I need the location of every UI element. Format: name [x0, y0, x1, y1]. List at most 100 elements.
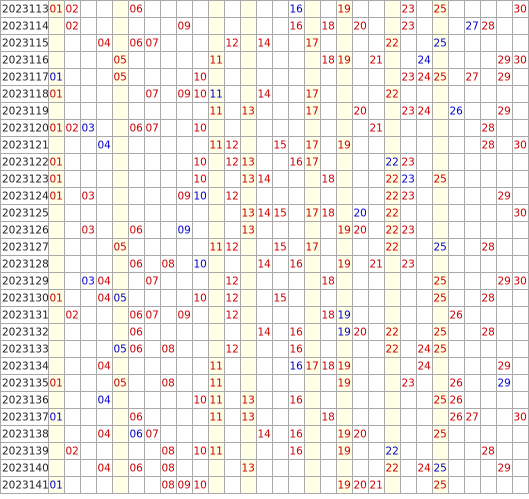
- red-number: 05: [114, 378, 127, 390]
- highlight-column-13: [240, 0, 256, 493]
- period-label: 2023135: [2, 378, 49, 390]
- red-number: 25: [434, 480, 447, 492]
- period-label: 2023114: [2, 21, 49, 33]
- red-number: 12: [226, 157, 239, 169]
- red-number: 13: [242, 174, 255, 186]
- highlight-column-25: [432, 0, 448, 493]
- red-number: 18: [322, 208, 335, 220]
- red-number: 13: [242, 157, 255, 169]
- red-number: 09: [178, 89, 191, 101]
- red-number: 07: [146, 123, 159, 135]
- highlight-column-11: [208, 0, 224, 493]
- blue-number: 25: [434, 463, 447, 475]
- red-number: 07: [146, 38, 159, 50]
- red-number: 13: [242, 225, 255, 237]
- period-label: 2023131: [2, 310, 49, 322]
- period-label: 2023130: [2, 293, 49, 305]
- period-label: 2023120: [2, 123, 49, 135]
- period-label: 2023133: [2, 344, 49, 356]
- blue-number: 25: [434, 242, 447, 254]
- red-number: 10: [194, 89, 207, 101]
- red-number: 20: [354, 480, 367, 492]
- red-number: 15: [274, 208, 287, 220]
- red-number: 02: [66, 4, 79, 16]
- red-number: 23: [402, 259, 415, 271]
- red-number: 14: [258, 38, 272, 50]
- red-number: 12: [226, 191, 239, 203]
- red-number: 22: [386, 174, 399, 186]
- blue-number: 01: [50, 480, 63, 492]
- red-number: 30: [514, 276, 527, 288]
- period-label: 2023126: [2, 225, 49, 237]
- red-number: 06: [130, 38, 144, 50]
- red-number: 22: [386, 191, 399, 203]
- red-number: 30: [514, 4, 527, 16]
- blue-number: 06: [130, 429, 144, 441]
- red-number: 14: [258, 208, 272, 220]
- red-number: 16: [290, 327, 304, 339]
- red-number: 23: [402, 106, 415, 118]
- red-number: 21: [370, 123, 383, 135]
- red-number: 08: [162, 480, 175, 492]
- red-number: 23: [402, 72, 415, 84]
- red-number: 25: [434, 276, 447, 288]
- red-number: 24: [418, 361, 432, 373]
- red-number: 10: [194, 293, 207, 305]
- blue-number: 25: [434, 38, 447, 50]
- red-number: 14: [258, 174, 272, 186]
- red-number: 21: [370, 480, 383, 492]
- red-number: 19: [338, 4, 351, 16]
- red-number: 03: [82, 191, 95, 203]
- red-number: 24: [418, 463, 432, 475]
- red-number: 19: [338, 429, 351, 441]
- red-number: 06: [130, 123, 144, 135]
- period-label: 2023119: [2, 106, 49, 118]
- red-number: 05: [114, 242, 127, 254]
- red-number: 30: [514, 412, 527, 424]
- red-number: 08: [162, 463, 175, 475]
- red-number: 19: [338, 446, 351, 458]
- period-label: 2023122: [2, 157, 49, 169]
- blue-number: 24: [418, 55, 432, 67]
- red-number: 06: [130, 225, 144, 237]
- red-number: 03: [82, 225, 95, 237]
- red-number: 26: [450, 378, 464, 390]
- blue-number: 10: [194, 191, 207, 203]
- blue-number: 20: [354, 208, 367, 220]
- red-number: 25: [434, 327, 447, 339]
- red-number: 06: [130, 327, 144, 339]
- red-number: 11: [210, 140, 223, 152]
- blue-number: 03: [82, 276, 95, 288]
- red-number: 12: [226, 276, 239, 288]
- blue-number: 19: [338, 327, 351, 339]
- red-number: 16: [290, 157, 304, 169]
- red-number: 24: [418, 344, 432, 356]
- red-number: 12: [226, 140, 239, 152]
- red-number: 09: [178, 21, 191, 33]
- period-label: 2023127: [2, 242, 49, 254]
- red-number: 21: [370, 259, 383, 271]
- red-number: 15: [274, 140, 287, 152]
- red-number: 08: [162, 344, 175, 356]
- red-number: 19: [338, 140, 351, 152]
- red-number: 14: [258, 429, 272, 441]
- red-number: 22: [386, 89, 399, 101]
- red-number: 05: [114, 72, 127, 84]
- red-number: 02: [66, 21, 79, 33]
- red-number: 28: [482, 242, 495, 254]
- red-number: 11: [210, 395, 223, 407]
- highlight-column-05: [112, 0, 128, 493]
- blue-number: 10: [194, 259, 207, 271]
- red-number: 16: [290, 395, 304, 407]
- red-number: 04: [98, 361, 112, 373]
- red-number: 19: [338, 55, 351, 67]
- red-number: 23: [402, 21, 415, 33]
- period-label: 2023141: [2, 480, 49, 492]
- red-number: 25: [434, 174, 447, 186]
- red-number: 11: [210, 361, 223, 373]
- period-label: 2023125: [2, 208, 49, 220]
- period-label: 2023113: [2, 4, 49, 16]
- red-number: 15: [274, 293, 287, 305]
- red-number: 20: [354, 21, 367, 33]
- red-number: 19: [338, 259, 351, 271]
